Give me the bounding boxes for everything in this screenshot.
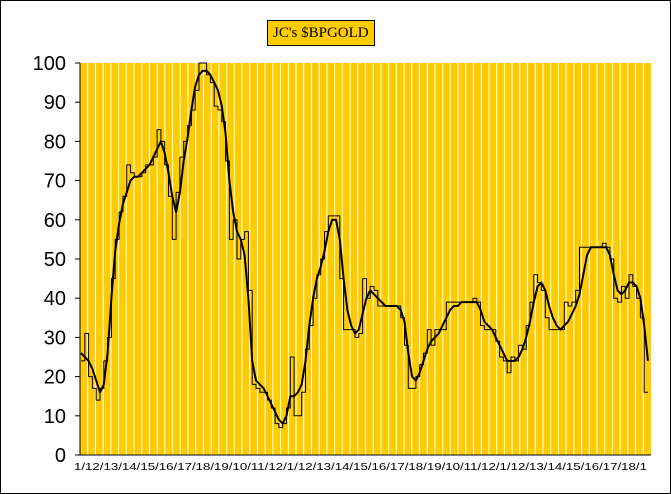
- y-tick-label: 100: [33, 53, 66, 75]
- y-tick-label: 50: [44, 249, 66, 271]
- y-tick-label: 90: [44, 92, 66, 114]
- y-tick-label: 80: [44, 131, 66, 153]
- chart-title-text: JC's $BPGOLD: [273, 25, 369, 41]
- y-tick-label: 60: [44, 210, 66, 232]
- series-line-raw: [81, 62, 648, 429]
- y-tick-label: 30: [44, 327, 66, 349]
- x-tick-labels: 1/12/13/14/15/16/17/18/19/10/11/12/1/12/…: [74, 461, 647, 473]
- chart-title: JC's $BPGOLD: [267, 20, 375, 46]
- y-tick-label: 10: [44, 406, 66, 428]
- y-tick-label: 0: [55, 445, 66, 467]
- y-tick-label: 40: [44, 288, 66, 310]
- y-tick-label: 20: [44, 367, 66, 389]
- y-tick-label: 70: [44, 171, 66, 193]
- series-line-smoothed: [80, 69, 649, 425]
